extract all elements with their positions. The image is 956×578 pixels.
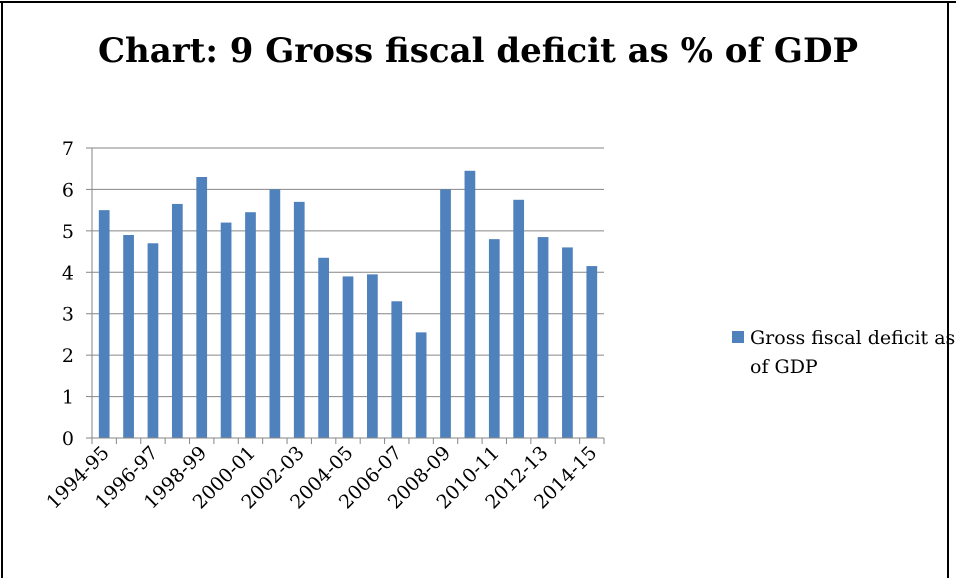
axes <box>91 148 605 444</box>
bar <box>513 199 525 438</box>
bar <box>440 189 451 438</box>
bar <box>415 332 427 438</box>
bar <box>537 237 549 438</box>
y-tick-label: 0 <box>62 428 74 450</box>
bar <box>464 170 476 439</box>
y-tick-label: 4 <box>62 262 74 284</box>
bar <box>123 235 134 438</box>
bar <box>147 243 159 438</box>
bar <box>488 239 500 438</box>
y-tick-label: 7 <box>62 138 74 160</box>
legend-label-line1: Gross fiscal deficit as % <box>750 327 956 349</box>
bar <box>562 247 573 438</box>
y-tick-label: 6 <box>62 179 74 201</box>
bar <box>342 276 354 438</box>
bars <box>98 170 598 439</box>
bar <box>98 210 110 438</box>
bar <box>367 274 378 438</box>
bar <box>318 257 329 438</box>
bar <box>586 266 598 438</box>
x-tick-labels: 1994-951996-971998-992000-012002-032004-… <box>42 442 601 513</box>
y-tick-label: 3 <box>62 304 74 326</box>
y-tick-labels: 0 1 2 3 4 5 6 7 <box>62 138 74 450</box>
bar <box>245 212 256 438</box>
y-tick-label: 5 <box>62 221 74 243</box>
legend-label-line2: of GDP <box>750 356 818 378</box>
bar <box>391 301 403 438</box>
bar <box>220 222 232 438</box>
bar <box>196 177 208 438</box>
legend-swatch <box>732 331 744 343</box>
bar <box>269 189 281 438</box>
chart-title: Chart: 9 Gross fiscal deficit as % of GD… <box>98 31 858 71</box>
bar <box>171 203 183 438</box>
legend: Gross fiscal deficit as % of GDP <box>732 327 956 378</box>
bar <box>293 201 305 438</box>
y-tick-label: 2 <box>62 345 74 367</box>
y-tick-label: 1 <box>62 387 74 409</box>
